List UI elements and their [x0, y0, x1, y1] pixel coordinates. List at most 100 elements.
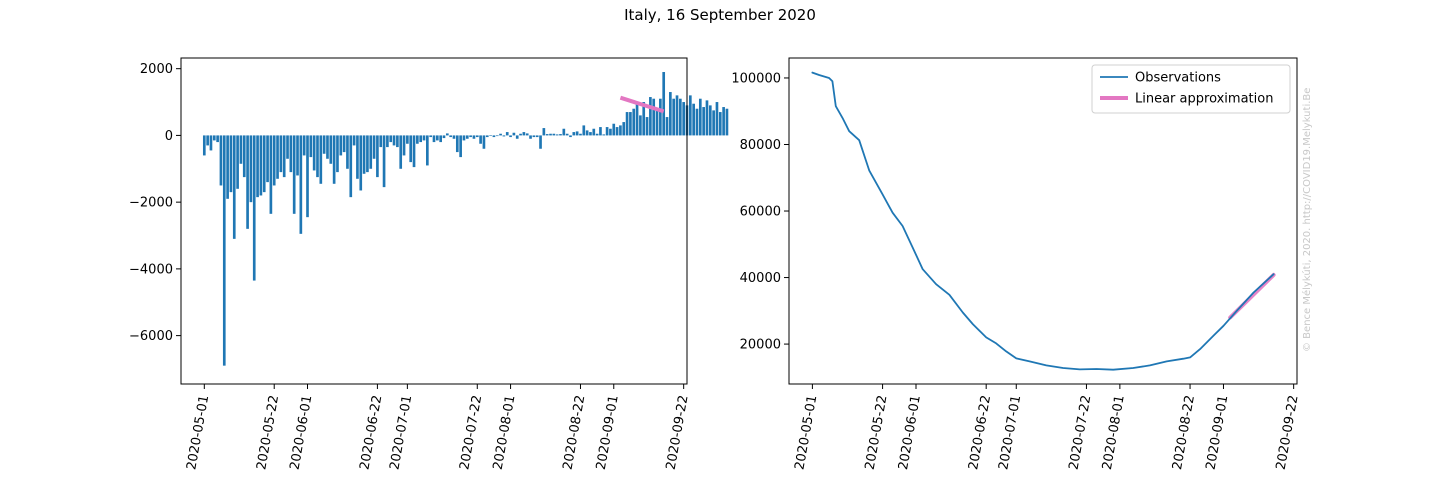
watermark-text: © Bence Mélykúti, 2020. http://COVID19.M… [1301, 88, 1313, 352]
bar [698, 98, 702, 136]
left-x-axis: 2020-05-01 2020-05-22 2020-06-01 2020-06-22… [184, 384, 692, 471]
bar [212, 135, 216, 141]
bar [289, 135, 293, 173]
bar [589, 132, 592, 136]
bar [386, 135, 389, 148]
bar [492, 135, 496, 138]
y-tick-label: 100000 [731, 71, 781, 86]
bar [555, 134, 559, 136]
bar [569, 135, 572, 138]
bar [609, 128, 612, 136]
y-tick-label: −4000 [129, 262, 173, 277]
right-x-axis: 2020-05-01 2020-05-22 2020-06-01 2020-06-22… [792, 384, 1302, 471]
bar [459, 135, 462, 158]
bar [222, 135, 226, 366]
bar [549, 133, 552, 136]
y-tick-label: 60000 [740, 205, 781, 220]
bar [532, 135, 536, 138]
bar [366, 135, 369, 173]
bar-series [202, 72, 729, 366]
bar [599, 127, 602, 136]
bar [515, 135, 519, 139]
bar [612, 123, 616, 136]
bar [539, 135, 542, 149]
bar [669, 92, 672, 136]
bar [502, 135, 506, 137]
bar [412, 135, 416, 168]
bar [535, 135, 539, 138]
bar [389, 135, 393, 143]
bar [416, 135, 419, 144]
bar [242, 135, 246, 178]
bar [718, 112, 722, 136]
x-tick-label: 2020-06-01 [896, 394, 924, 471]
line-series [811, 71, 1276, 371]
bar [322, 135, 326, 154]
bar [362, 135, 366, 174]
bar [642, 102, 646, 136]
bar [629, 112, 632, 136]
bar [712, 110, 715, 136]
bar [442, 135, 446, 139]
bar [575, 131, 579, 136]
bar [292, 135, 296, 214]
bar [236, 135, 239, 189]
bar [495, 135, 499, 137]
bar [595, 133, 599, 136]
bar [379, 135, 383, 148]
x-tick-label: 2020-07-22 [457, 394, 485, 471]
bar [472, 135, 476, 139]
bar [662, 72, 666, 136]
x-tick-label: 2020-07-01 [996, 394, 1024, 471]
bar [615, 127, 619, 136]
bar [356, 135, 359, 179]
x-tick-label: 2020-07-22 [1066, 394, 1094, 471]
bar [485, 135, 489, 138]
bar [655, 108, 659, 136]
x-tick-label: 2020-05-01 [792, 394, 820, 471]
bar [232, 135, 236, 239]
bar [715, 102, 719, 136]
bar [562, 128, 566, 136]
y-tick-label: −6000 [129, 329, 173, 344]
bar [319, 135, 323, 184]
bar [489, 135, 492, 137]
x-tick-label: 2020-05-01 [184, 394, 212, 471]
bar [725, 108, 729, 136]
bar [462, 135, 466, 141]
bar [342, 135, 346, 153]
bar [332, 135, 336, 184]
bar [226, 135, 229, 199]
x-tick-label: 2020-06-01 [288, 394, 316, 471]
bar [296, 135, 299, 176]
bar [445, 133, 449, 136]
bar [625, 112, 629, 136]
bar [519, 133, 522, 136]
observations-line-overlay [1236, 273, 1275, 312]
bar [435, 135, 439, 141]
bar [632, 108, 636, 136]
bar [306, 135, 309, 218]
bar [665, 117, 669, 136]
bar [432, 135, 436, 143]
bar [682, 102, 686, 136]
bar [419, 135, 423, 143]
bar [266, 135, 269, 183]
bar [692, 103, 695, 136]
left-y-axis: 2000 0 −2000 −4000 −6000 [129, 62, 181, 344]
bar [309, 135, 313, 158]
bar [336, 135, 339, 173]
bar [246, 135, 249, 229]
x-tick-label: 2020-09-01 [1204, 394, 1232, 471]
bar [279, 135, 283, 173]
y-tick-label: −2000 [129, 196, 173, 211]
bar [649, 97, 652, 136]
bar [406, 135, 409, 144]
bar [256, 135, 259, 198]
y-tick-label: 2000 [140, 62, 173, 77]
bar [465, 135, 469, 139]
bar [216, 135, 219, 143]
bar [552, 133, 556, 136]
